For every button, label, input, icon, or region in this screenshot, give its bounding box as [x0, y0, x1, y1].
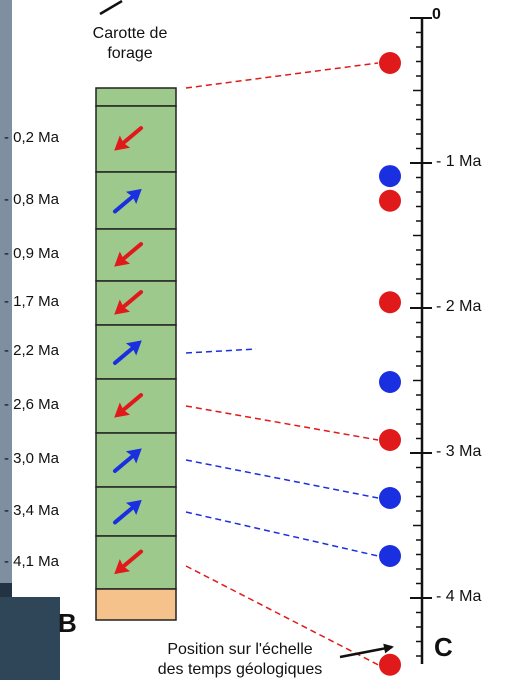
core-segment [95, 228, 177, 282]
reversed-polarity-arrow-icon [114, 393, 144, 418]
correlation-line [185, 565, 379, 666]
reversed-polarity-dot [379, 189, 401, 212]
core-age-label: - 1,7 Ma [4, 293, 60, 310]
normal-polarity-dot [379, 545, 401, 567]
reversed-polarity-arrow-icon [114, 549, 144, 575]
normal-polarity-dot [379, 371, 401, 393]
correlation-lines [185, 62, 379, 666]
reversed-polarity-arrow-icon [114, 126, 144, 151]
core-top-segment [95, 87, 177, 107]
caption-line1: Position sur l'échelle [167, 641, 313, 658]
timescale-label: - 4 Ma [436, 588, 482, 605]
drill-core [95, 87, 177, 621]
time-scale [410, 17, 432, 664]
timescale-label: 0 [432, 6, 441, 23]
correlation-line [185, 348, 257, 354]
core-base-segment [95, 588, 177, 621]
normal-polarity-arrow-icon [112, 448, 142, 473]
core-label-line2: forage [107, 45, 153, 62]
timescale-label: - 1 Ma [436, 153, 482, 170]
core-age-label: - 0,2 Ma [4, 129, 60, 146]
left-edge-strip [0, 0, 12, 583]
reversed-polarity-dot [379, 52, 401, 74]
reversed-polarity-dot [379, 653, 401, 676]
caption-pointer-arrow [339, 643, 394, 659]
normal-polarity-dot [379, 165, 401, 188]
correlation-line [185, 511, 379, 557]
core-pointer-arrow [99, 0, 123, 16]
polarity-dots [379, 52, 401, 676]
timescale-label: - 2 Ma [436, 298, 482, 315]
caption-line2: des temps géologiques [157, 661, 323, 678]
reversed-polarity-arrow-icon [114, 290, 144, 315]
reversed-polarity-dot [379, 429, 401, 451]
core-age-label: - 2,2 Ma [4, 342, 60, 359]
correlation-line [185, 62, 379, 89]
core-label: Carotte de forage [60, 24, 200, 64]
core-age-label: - 0,9 Ma [4, 245, 60, 262]
correlation-line [185, 405, 379, 441]
core-age-label: - 0,8 Ma [4, 190, 60, 208]
core-age-label: - 3,0 Ma [4, 450, 60, 467]
normal-polarity-arrow-icon [112, 188, 142, 214]
normal-polarity-arrow-icon [112, 499, 142, 525]
panel-label-c: C [434, 632, 453, 662]
reversed-polarity-dot [379, 291, 401, 314]
core-age-label: - 3,4 Ma [4, 501, 60, 519]
correlation-line [185, 459, 379, 499]
core-segment [95, 280, 177, 326]
panel-label-b: B [58, 608, 77, 638]
core-label-line1: Carotte de [92, 25, 168, 42]
normal-polarity-arrow-icon [112, 340, 142, 365]
core-age-label: - 4,1 Ma [4, 552, 60, 570]
core-segment [95, 535, 177, 590]
timescale-label: - 3 Ma [436, 443, 482, 460]
core-segment [95, 378, 177, 434]
timescale-caption: Position sur l'échelle des temps géologi… [110, 640, 370, 680]
core-segment [95, 105, 177, 173]
normal-polarity-dot [379, 487, 401, 509]
bottom-left-dark-band [0, 597, 60, 680]
core-age-label: - 2,6 Ma [4, 396, 60, 413]
reversed-polarity-arrow-icon [114, 242, 144, 267]
